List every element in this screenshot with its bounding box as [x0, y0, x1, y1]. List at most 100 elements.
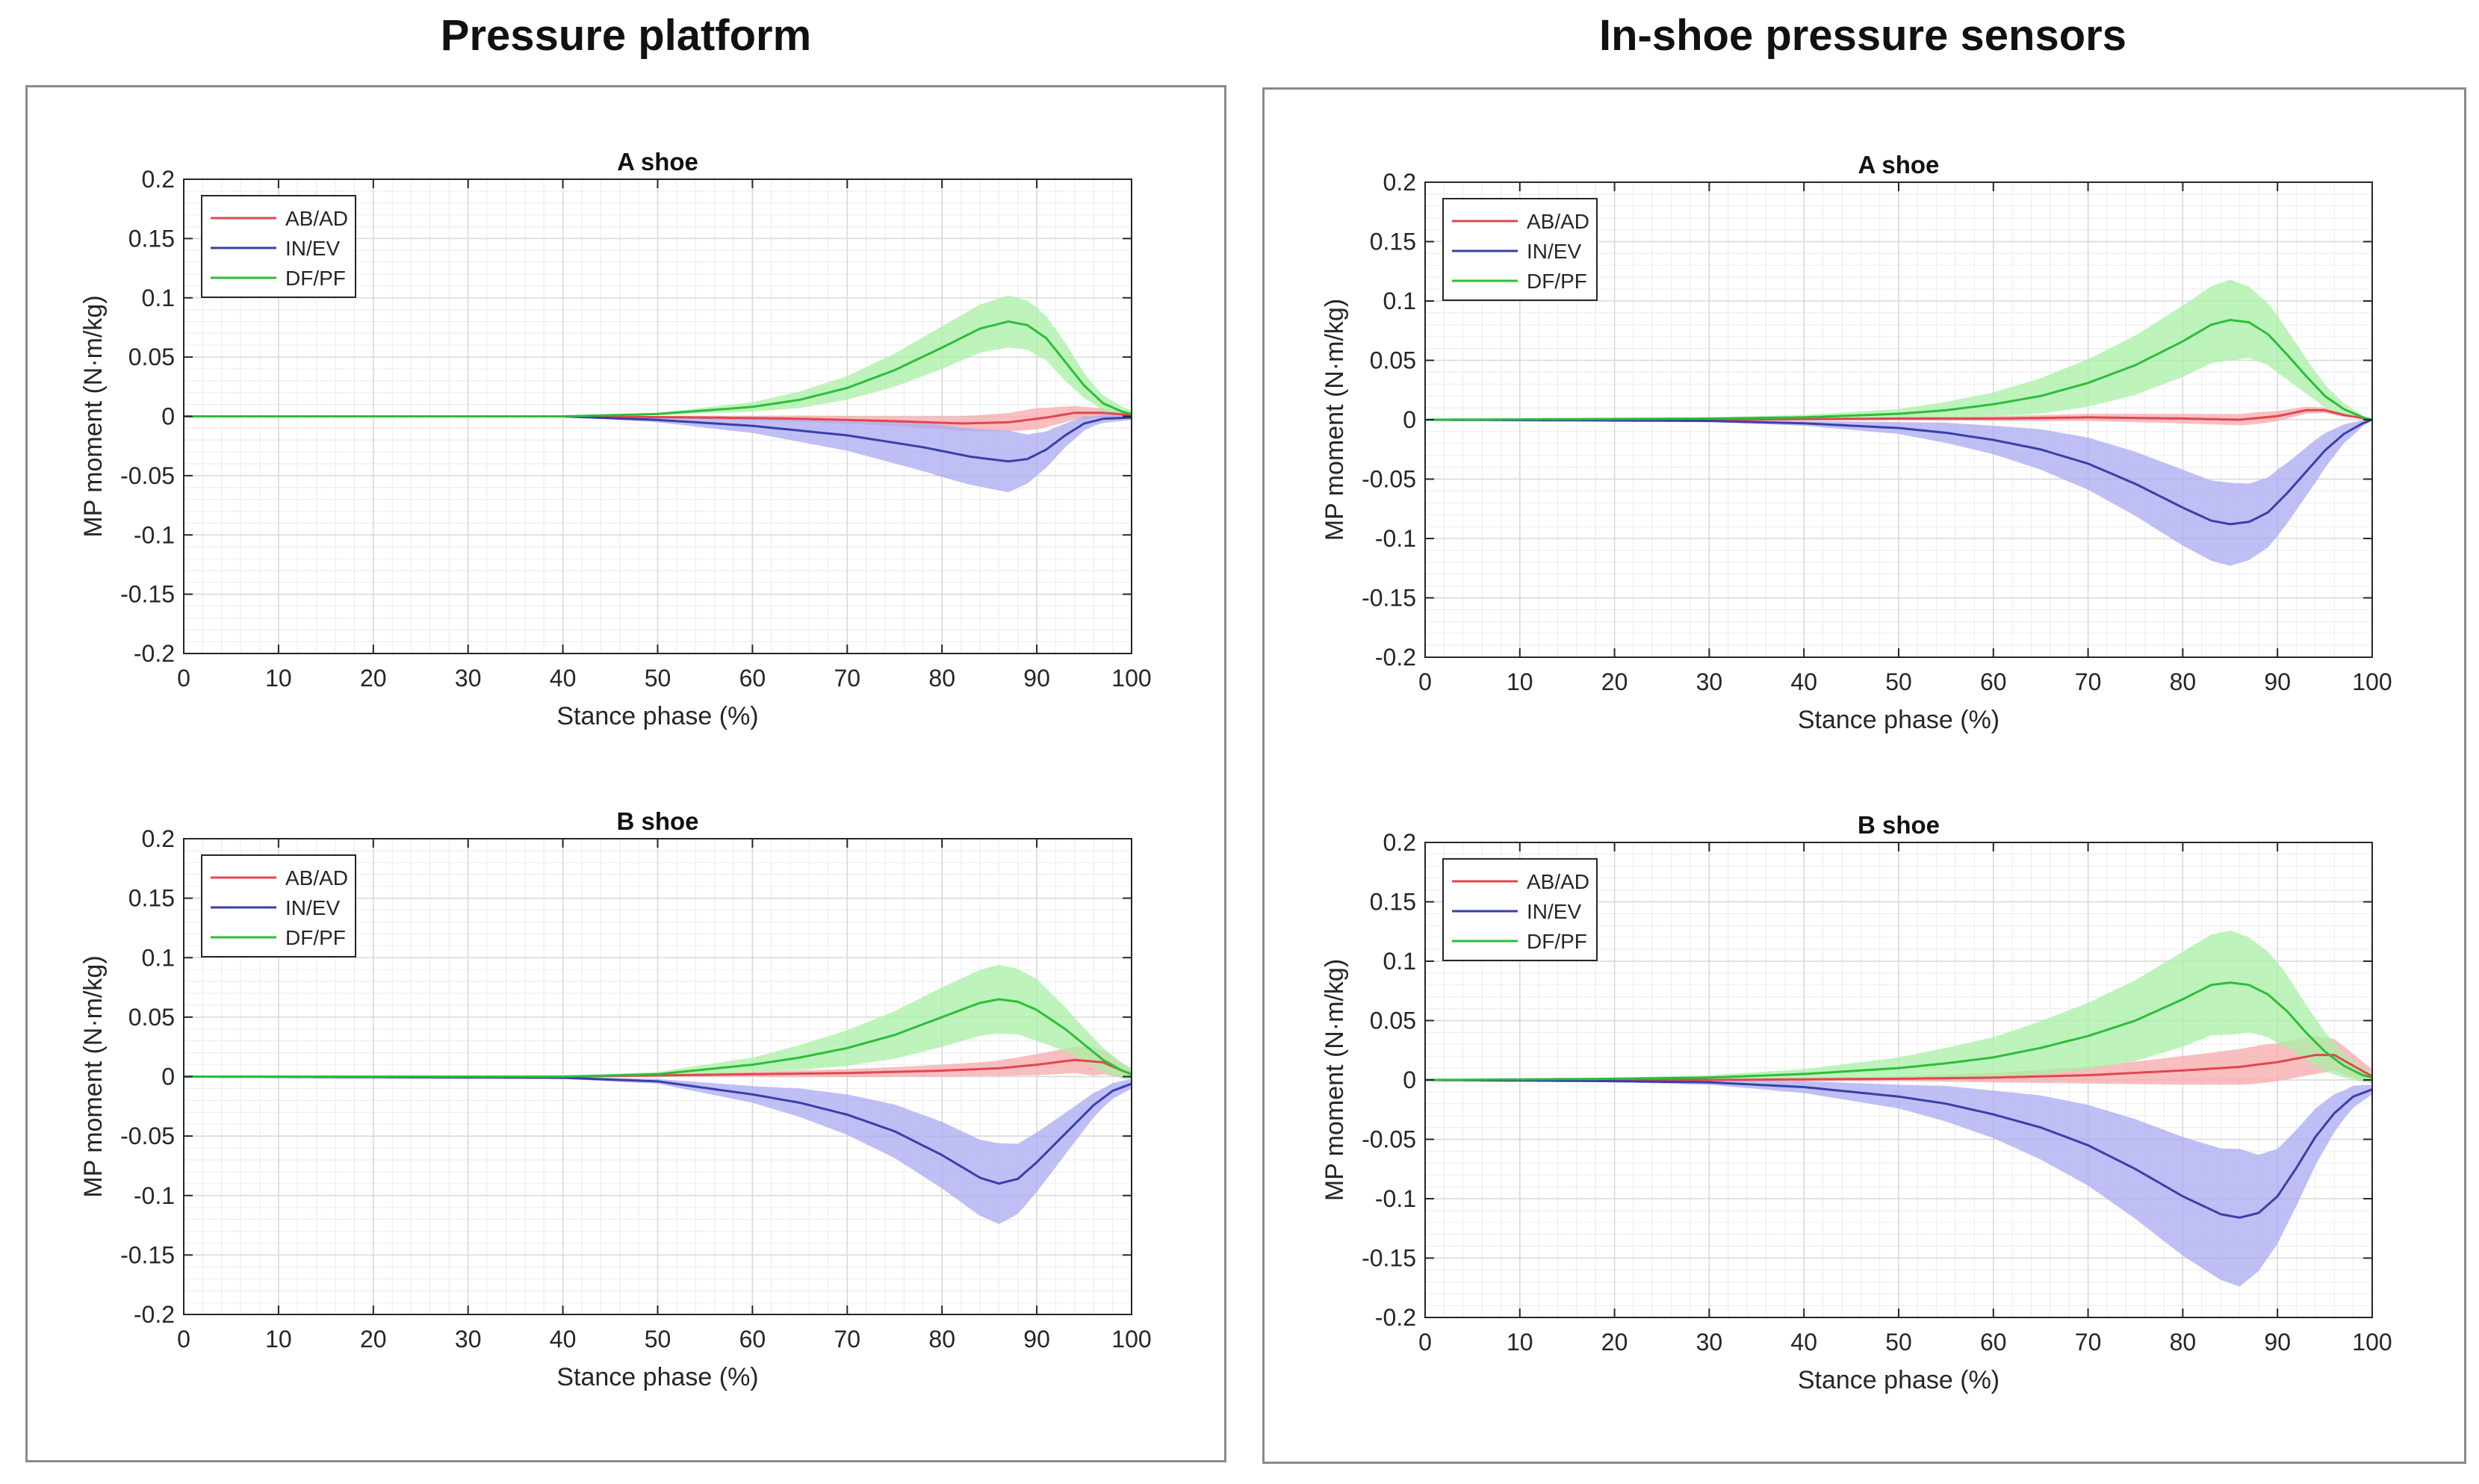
- x-tick-label: 50: [645, 665, 671, 692]
- x-tick-label: 60: [1980, 668, 2007, 695]
- y-tick-label: -0.2: [1375, 644, 1416, 671]
- x-tick-label: 40: [550, 1326, 577, 1353]
- x-tick-label: 80: [928, 665, 955, 692]
- line-dfpf: [184, 320, 1132, 417]
- band-inev: [184, 415, 1132, 493]
- x-tick-label: 100: [1111, 665, 1151, 692]
- x-tick-label: 70: [834, 1326, 861, 1353]
- x-tick-label: 10: [1507, 668, 1533, 695]
- y-tick-label: 0.05: [128, 344, 175, 370]
- legend-label: DF/PF: [1527, 930, 1587, 953]
- y-tick-label: -0.1: [1375, 1185, 1416, 1212]
- y-tick-label: 0.2: [142, 166, 175, 193]
- legend-label: IN/EV: [285, 237, 340, 260]
- y-tick-label: 0.15: [1370, 229, 1416, 255]
- y-tick-label: 0.15: [128, 885, 175, 912]
- band-dfpf: [1425, 279, 2372, 420]
- legend-label: DF/PF: [285, 267, 346, 290]
- legend-label: DF/PF: [285, 926, 346, 949]
- y-tick-label: 0.2: [1383, 829, 1416, 856]
- chart-title: A shoe: [617, 148, 698, 176]
- band-dfpf: [184, 964, 1132, 1081]
- x-tick-label: 60: [739, 1326, 766, 1353]
- y-tick-label: 0: [1403, 406, 1416, 433]
- x-tick-label: 10: [1507, 1329, 1533, 1356]
- x-tick-label: 20: [1601, 1329, 1628, 1356]
- legend-label: AB/AD: [285, 866, 348, 890]
- y-tick-label: 0.05: [1370, 347, 1416, 374]
- x-tick-label: 90: [2264, 1329, 2291, 1356]
- y-tick-label: -0.15: [1362, 1245, 1416, 1272]
- chart-title: A shoe: [1858, 151, 1940, 178]
- y-tick-label: 0.2: [142, 825, 175, 852]
- x-tick-label: 80: [928, 1326, 955, 1353]
- y-tick-label: -0.2: [1375, 1304, 1416, 1331]
- y-tick-label: 0.1: [1383, 948, 1416, 975]
- x-tick-label: 30: [455, 1326, 482, 1353]
- legend-label: AB/AD: [285, 207, 348, 230]
- line-dfpf: [1425, 981, 2373, 1081]
- line-dfpf: [1425, 318, 2373, 421]
- y-tick-label: -0.1: [134, 521, 175, 548]
- y-tick-label: -0.2: [134, 640, 175, 667]
- legend-box: [201, 195, 356, 298]
- y-tick-label: -0.15: [1362, 585, 1416, 612]
- x-tick-label: 0: [177, 665, 190, 692]
- y-tick-label: 0.2: [1383, 169, 1416, 196]
- x-tick-label: 20: [360, 1326, 387, 1353]
- x-tick-label: 60: [1980, 1329, 2007, 1356]
- x-tick-label: 50: [1885, 668, 1912, 695]
- x-tick-label: 20: [360, 665, 387, 692]
- section-title-pressure-platform: Pressure platform: [440, 11, 812, 60]
- x-tick-label: 90: [1023, 665, 1050, 692]
- band-dfpf: [1425, 930, 2372, 1083]
- y-tick-label: -0.05: [1362, 1126, 1416, 1153]
- x-tick-label: 60: [739, 665, 766, 692]
- x-axis-label: Stance phase (%): [556, 1363, 758, 1391]
- y-tick-label: 0: [161, 1064, 175, 1090]
- y-tick-label: 0.05: [128, 1004, 175, 1031]
- y-tick-label: 0: [161, 403, 175, 430]
- x-tick-label: 10: [265, 665, 292, 692]
- x-tick-label: 80: [2170, 668, 2197, 695]
- y-tick-label: 0.1: [142, 944, 175, 971]
- y-tick-label: -0.15: [120, 581, 175, 608]
- x-tick-label: 20: [1601, 668, 1628, 695]
- y-tick-label: 0.1: [142, 285, 175, 311]
- y-axis-label: MP moment (N·m/kg): [79, 295, 108, 537]
- x-tick-label: 90: [1023, 1326, 1050, 1353]
- x-axis-label: Stance phase (%): [556, 702, 758, 730]
- y-tick-label: -0.05: [120, 1123, 175, 1149]
- chart-title: B shoe: [616, 807, 698, 835]
- legend-box: [1442, 198, 1598, 301]
- y-tick-label: 0.15: [1370, 889, 1416, 916]
- band-inev: [1425, 420, 2372, 566]
- y-tick-label: 0.1: [1383, 288, 1416, 314]
- x-tick-label: 70: [834, 665, 861, 692]
- line-dfpf: [184, 998, 1132, 1078]
- legend-label: DF/PF: [1527, 270, 1587, 293]
- y-tick-label: 0: [1403, 1067, 1416, 1093]
- y-tick-label: -0.05: [120, 462, 175, 489]
- x-tick-label: 100: [2352, 1329, 2392, 1356]
- x-tick-label: 50: [1885, 1329, 1912, 1356]
- line-inev: [1425, 1078, 2373, 1219]
- y-tick-label: -0.1: [1375, 525, 1416, 552]
- legend-box: [1442, 858, 1598, 961]
- x-tick-label: 100: [1111, 1326, 1151, 1353]
- x-tick-label: 0: [1418, 668, 1432, 695]
- chart-is-b: 0 10 20 30 40 50 60 70 80 90 1000.20.150.10.050-0.…: [1321, 811, 2392, 1394]
- y-tick-label: 0.05: [1370, 1008, 1416, 1034]
- y-tick-label: -0.2: [134, 1301, 175, 1328]
- x-tick-label: 40: [550, 665, 577, 692]
- x-tick-label: 40: [1790, 1329, 1817, 1356]
- band-abad: [1425, 406, 2372, 426]
- line-inev: [1425, 418, 2373, 526]
- legend-label: IN/EV: [285, 896, 340, 919]
- x-tick-label: 30: [455, 665, 482, 692]
- chart-pp-b: 0 10 20 30 40 50 60 70 80 90 1000.20.150.10.050-0.…: [79, 807, 1152, 1391]
- x-tick-label: 50: [645, 1326, 671, 1353]
- x-tick-label: 80: [2170, 1329, 2197, 1356]
- legend-box: [201, 854, 356, 957]
